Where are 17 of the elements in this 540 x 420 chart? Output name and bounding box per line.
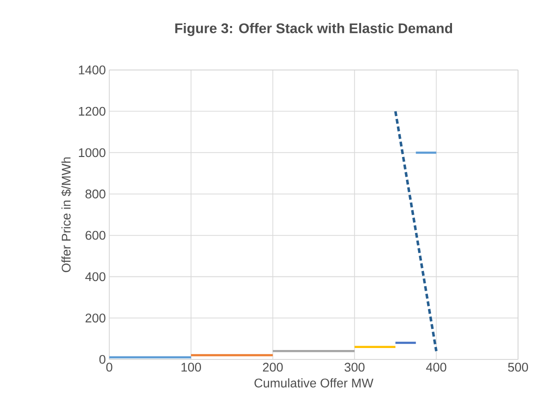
y-axis-title: Offer Price in $/MWh <box>61 158 72 272</box>
x-tick-label: 300 <box>344 362 365 372</box>
y-tick-label: 1400 <box>78 66 106 75</box>
y-tick-label: 0 <box>99 355 106 364</box>
y-tick-label: 200 <box>86 314 106 323</box>
y-tick-label: 600 <box>86 231 106 240</box>
x-tick-label: 400 <box>426 362 446 372</box>
x-tick-label: 100 <box>182 362 202 372</box>
y-tick-label: 1000 <box>78 148 106 158</box>
x-tick-label: 500 <box>508 362 528 372</box>
x-tick-label: 200 <box>262 362 283 372</box>
y-tick-label: 400 <box>85 272 106 282</box>
chart-title: Figure 3: Offer Stack with Elastic Demand <box>175 23 452 36</box>
x-tick-label: 0 <box>106 362 112 372</box>
x-axis-title: Cumulative Offer MW <box>254 378 374 388</box>
y-tick-label: 1200 <box>78 106 106 116</box>
y-tick-label: 800 <box>86 190 106 199</box>
